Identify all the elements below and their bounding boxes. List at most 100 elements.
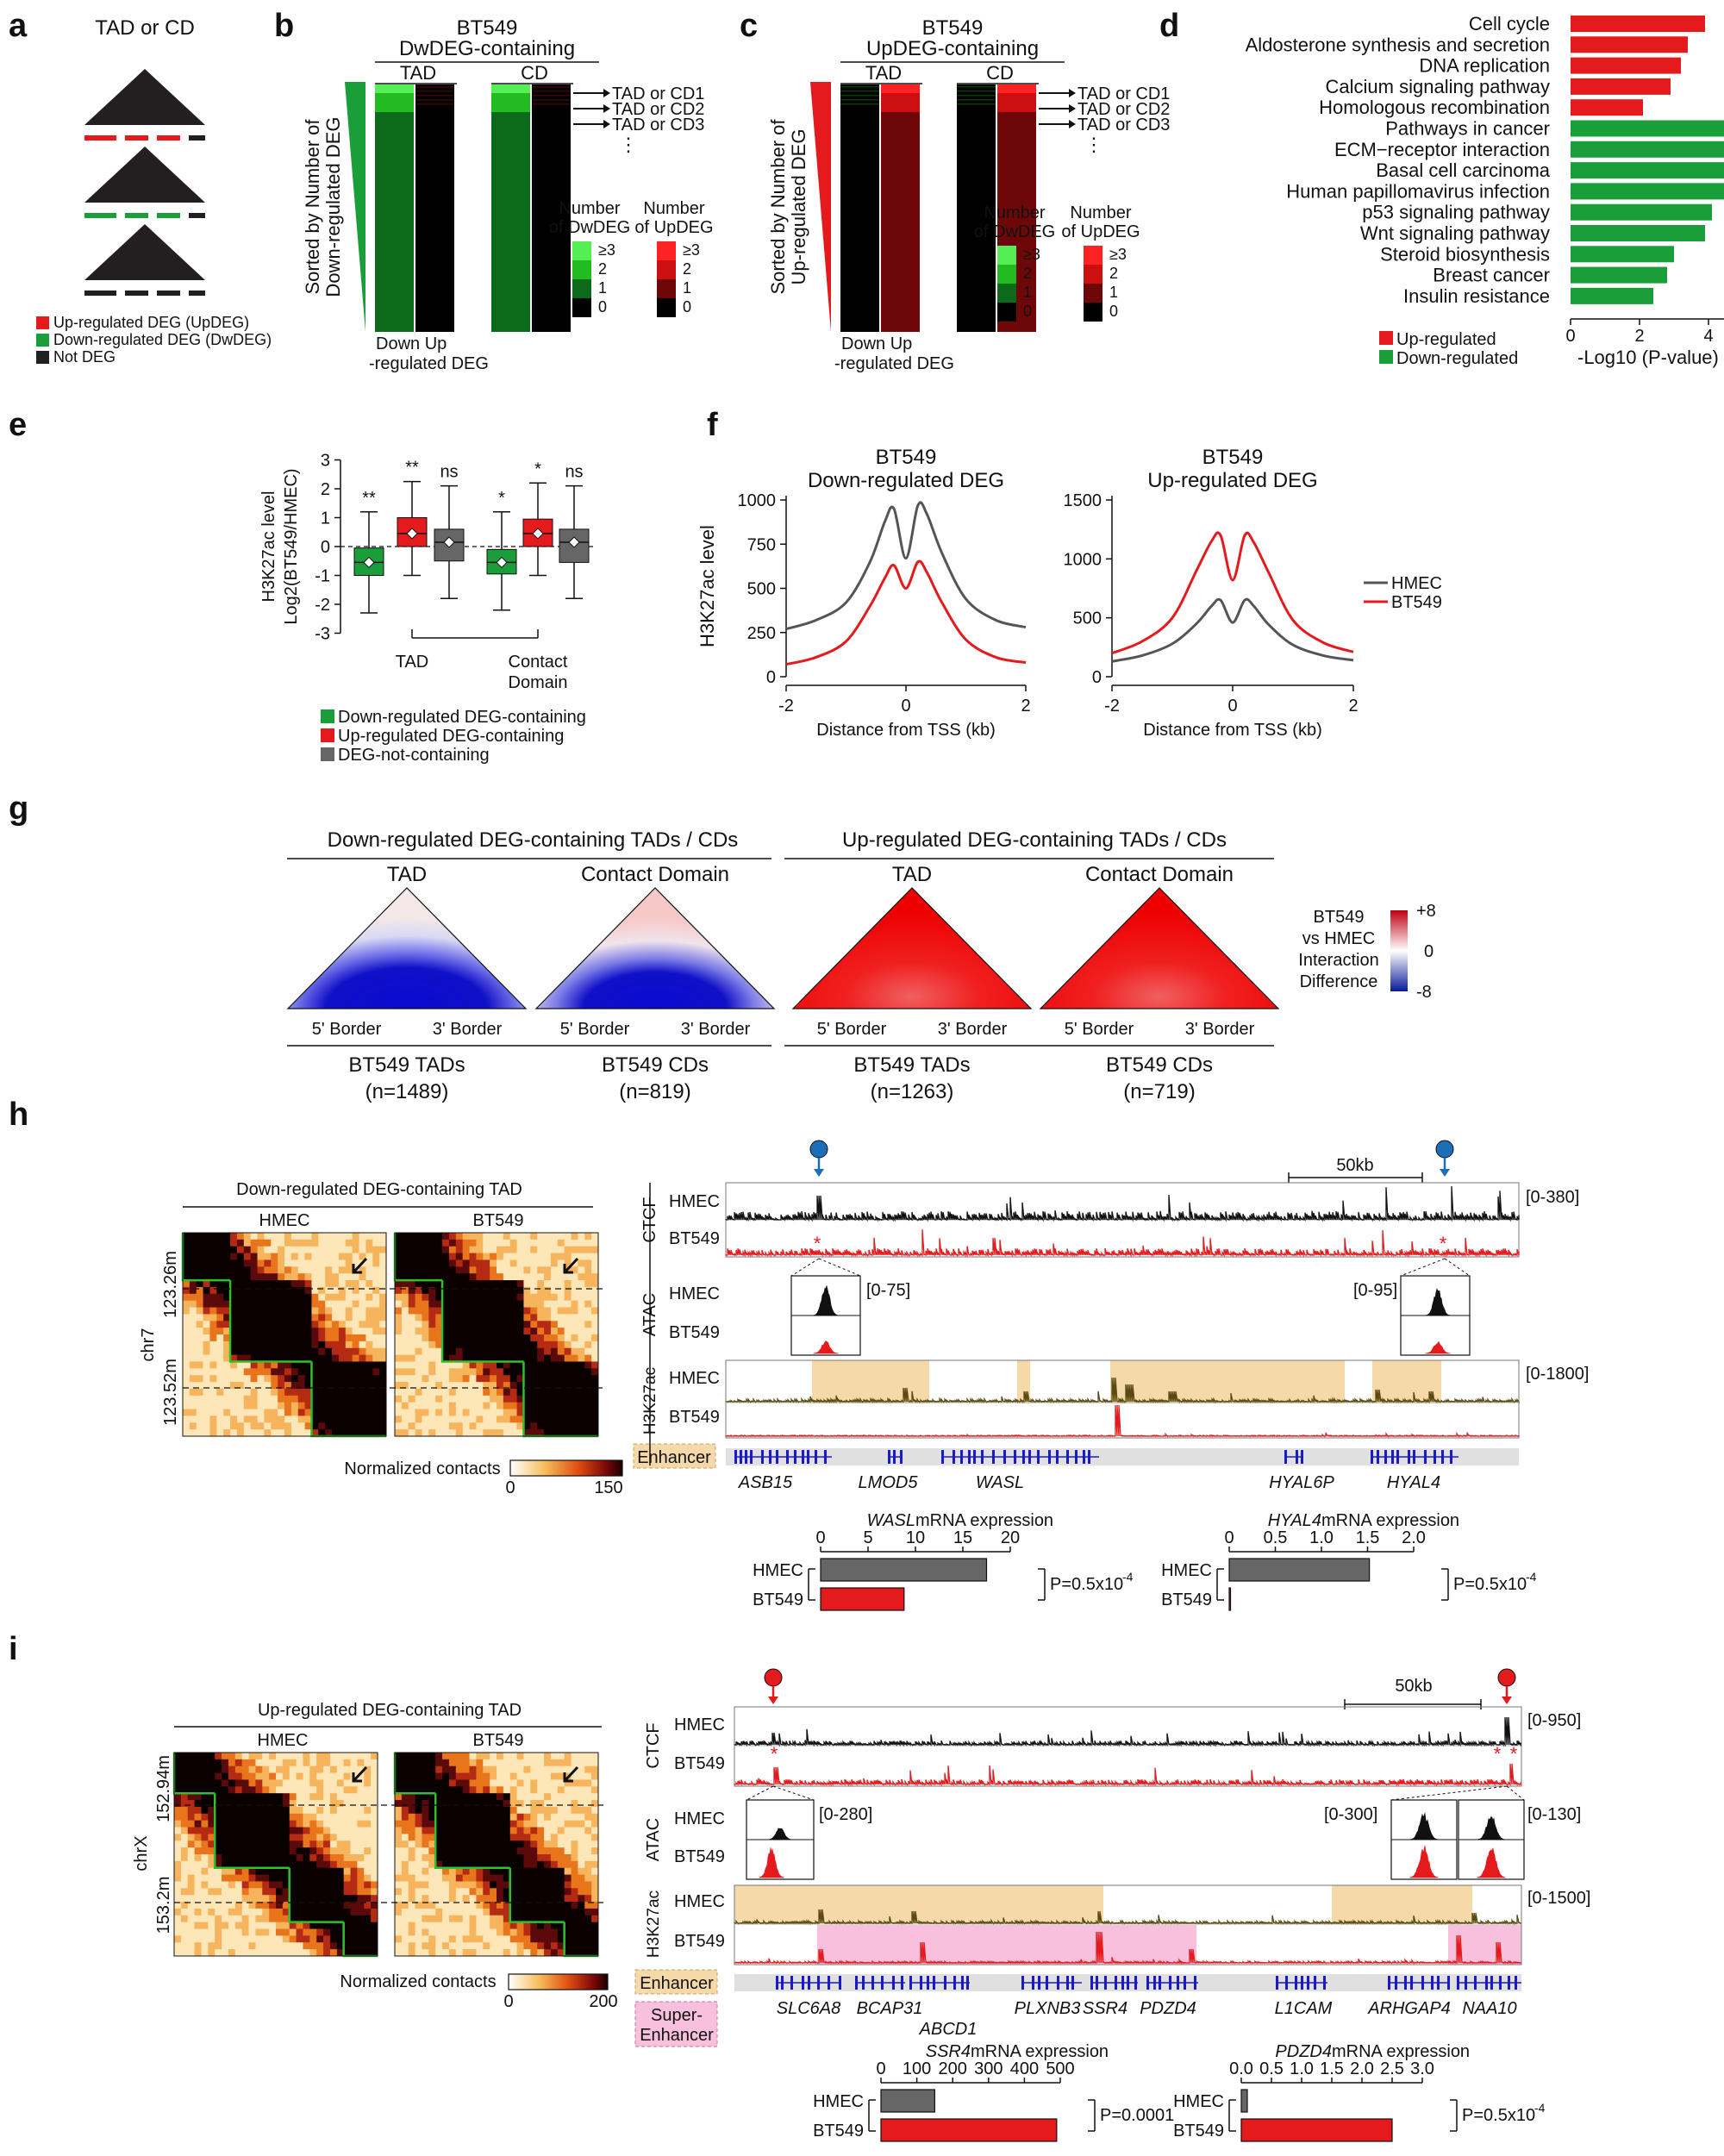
hic-bin bbox=[401, 1382, 409, 1390]
hic-bin bbox=[284, 1259, 292, 1267]
hic-bin bbox=[276, 1915, 284, 1923]
hic-bin bbox=[462, 1915, 471, 1923]
hic-bin bbox=[442, 1888, 450, 1896]
hic-bin bbox=[584, 1840, 592, 1848]
hic-bin bbox=[415, 1382, 422, 1390]
hic-bin bbox=[448, 1314, 457, 1322]
hic-bin bbox=[544, 1347, 552, 1356]
exon bbox=[1276, 1976, 1278, 1990]
hic-bin bbox=[509, 1253, 518, 1260]
hic-bin bbox=[236, 1382, 245, 1390]
hic-bin bbox=[309, 1840, 317, 1848]
hic-bin bbox=[435, 1834, 443, 1841]
hic-bin bbox=[371, 1895, 378, 1903]
hic-bin bbox=[208, 1847, 216, 1855]
hic-bin bbox=[357, 1888, 365, 1896]
hic-bin bbox=[591, 1915, 599, 1923]
hic-bin bbox=[557, 1280, 565, 1288]
hic-bin bbox=[395, 1834, 403, 1841]
expr-tick-label: 10 bbox=[906, 1528, 925, 1547]
hic-bin bbox=[578, 1375, 585, 1383]
enhancer-label: Enhancer bbox=[637, 1448, 711, 1467]
hic-bin bbox=[455, 1395, 464, 1403]
hic-bin bbox=[243, 1259, 252, 1267]
hic-bin bbox=[325, 1328, 333, 1335]
hic-bin bbox=[591, 1895, 599, 1903]
hic-bin bbox=[408, 1307, 416, 1315]
hic-bin bbox=[371, 1915, 378, 1923]
hic-bin bbox=[284, 1293, 292, 1302]
hic-bin bbox=[311, 1314, 319, 1322]
hic-bin bbox=[564, 1409, 572, 1416]
hic-bin bbox=[372, 1233, 380, 1240]
bar-hmec bbox=[1240, 2089, 1248, 2113]
hic-bin bbox=[462, 1779, 471, 1787]
hic-bin bbox=[401, 1300, 409, 1309]
hic-bin bbox=[203, 1382, 210, 1390]
hic-bin bbox=[523, 1415, 531, 1423]
hic-bin bbox=[408, 1942, 416, 1950]
hic-bin bbox=[216, 1334, 224, 1342]
hic-bin bbox=[364, 1786, 372, 1794]
hic-bin bbox=[234, 1949, 243, 1957]
hic-bin bbox=[203, 1395, 210, 1403]
hic-bin bbox=[352, 1388, 360, 1397]
hic-bin bbox=[462, 1759, 471, 1767]
apa-triangle bbox=[1039, 887, 1280, 1009]
hic-bin bbox=[530, 1273, 538, 1281]
hic-bin bbox=[379, 1354, 387, 1362]
hic-bin bbox=[523, 1368, 531, 1376]
hic-bin bbox=[571, 1361, 578, 1369]
hic-bin bbox=[462, 1949, 471, 1957]
hic-bin bbox=[544, 1388, 552, 1397]
hic-bin bbox=[234, 1895, 243, 1903]
hic-bin bbox=[544, 1246, 552, 1254]
p-value: P=0.5x10 bbox=[1453, 1575, 1527, 1594]
hic-bin bbox=[544, 1293, 552, 1302]
hic-bin bbox=[271, 1422, 278, 1430]
hic-bin bbox=[448, 1239, 457, 1247]
expr-gene: SSR4 bbox=[926, 2042, 971, 2061]
hic-bin bbox=[262, 1779, 270, 1787]
gene-name: HYAL6P bbox=[1269, 1473, 1334, 1492]
hic-bin bbox=[372, 1273, 380, 1281]
hic-bin bbox=[544, 1259, 552, 1267]
hic-bin bbox=[222, 1874, 229, 1882]
hic-bin bbox=[571, 1233, 578, 1240]
ctcf-loss-marker: * bbox=[814, 1233, 821, 1254]
hic-bin bbox=[236, 1233, 245, 1240]
hic-bin bbox=[208, 1888, 216, 1896]
g-bottom-label: BT549 TADs bbox=[853, 1053, 970, 1077]
hic-bin bbox=[223, 1382, 231, 1390]
hic-bin bbox=[497, 1293, 504, 1302]
hic-bin bbox=[332, 1293, 340, 1302]
hic-bin bbox=[365, 1293, 373, 1302]
hic-bin bbox=[428, 1902, 436, 1909]
hic-bin bbox=[203, 1361, 210, 1369]
hic-bin bbox=[537, 1266, 545, 1274]
hic-bin bbox=[578, 1840, 585, 1848]
hic-bin bbox=[329, 1786, 338, 1794]
hic-bin bbox=[550, 1935, 559, 1943]
hic-bin bbox=[523, 1827, 531, 1834]
hic-bin bbox=[278, 1409, 285, 1416]
hic-bin bbox=[523, 1922, 531, 1930]
hic-bin bbox=[497, 1273, 504, 1281]
hic-bin bbox=[448, 1765, 457, 1774]
hic-bin bbox=[194, 1779, 202, 1787]
hic-bin bbox=[516, 1273, 524, 1281]
hic-bin bbox=[428, 1928, 436, 1936]
hic-bin bbox=[209, 1382, 217, 1390]
hic-bin bbox=[571, 1942, 578, 1950]
hic-bin bbox=[591, 1307, 599, 1315]
g-subheader: TAD bbox=[892, 863, 932, 886]
hic-bin bbox=[343, 1874, 352, 1882]
hic-bin bbox=[469, 1347, 477, 1356]
hic-bin bbox=[428, 1779, 436, 1787]
hic-bin bbox=[316, 1806, 324, 1815]
exon bbox=[1003, 1450, 1006, 1464]
hic-bin bbox=[208, 1813, 216, 1822]
hic-bin bbox=[442, 1415, 450, 1423]
hic-bin bbox=[476, 1388, 484, 1397]
hic-bin bbox=[174, 1765, 182, 1774]
